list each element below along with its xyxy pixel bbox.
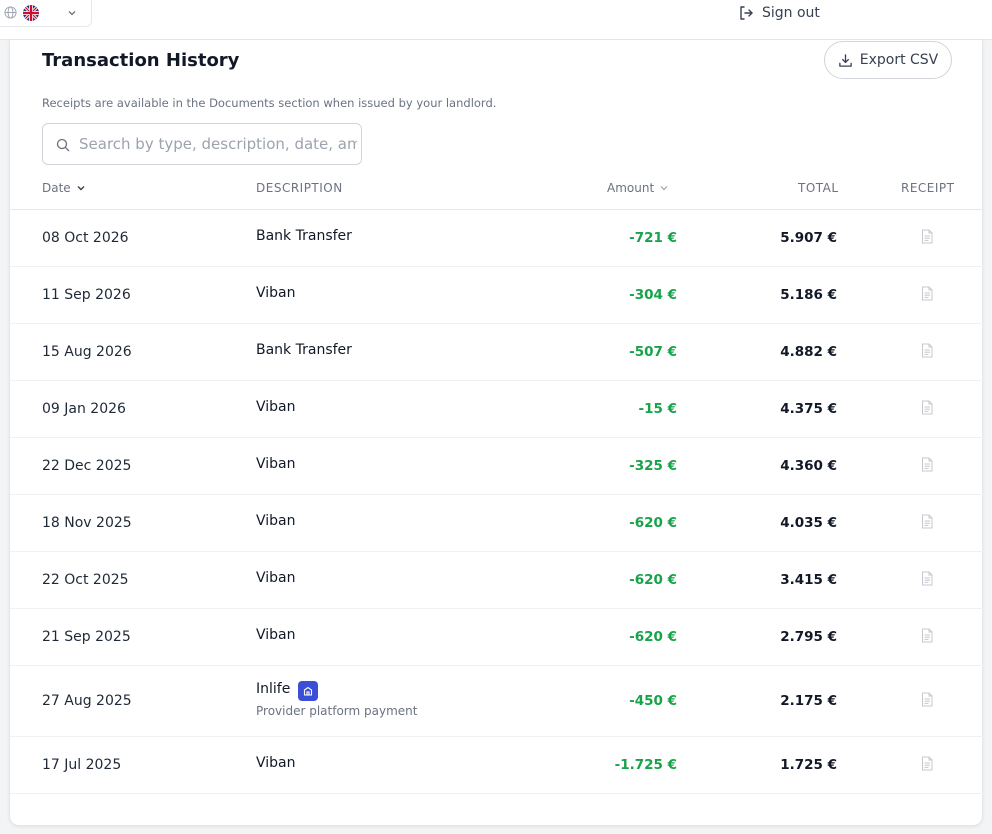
globe-icon <box>4 6 17 19</box>
row-date: 11 Sep 2026 <box>42 287 131 303</box>
row-amount: -620 € <box>629 572 677 588</box>
row-total: 4.882 € <box>780 344 837 360</box>
sort-icon <box>660 186 668 191</box>
export-csv-label: Export CSV <box>859 52 939 68</box>
row-description: Bank Transfer <box>256 228 352 244</box>
row-date: 18 Nov 2025 <box>42 515 132 531</box>
row-description: Viban <box>256 456 296 472</box>
uk-flag-icon <box>23 5 39 21</box>
page-title: Transaction History <box>42 50 240 71</box>
table-row[interactable]: 22 Oct 2025 Viban -620 € 3.415 € <box>10 552 984 609</box>
download-icon <box>838 53 852 67</box>
row-amount: -1.725 € <box>614 757 677 773</box>
row-amount: -304 € <box>629 287 677 303</box>
row-total: 4.375 € <box>780 401 837 417</box>
row-date: 22 Dec 2025 <box>42 458 132 474</box>
receipt-icon[interactable] <box>920 628 934 643</box>
transactions-card: Transaction History Export CSV Receipts … <box>9 40 984 826</box>
receipt-icon[interactable] <box>920 229 934 244</box>
sign-out-label: Sign out <box>762 5 820 21</box>
table-header: Date DESCRIPTION Amount TOTAL RECEIPT <box>10 178 984 210</box>
receipt-icon[interactable] <box>920 692 934 707</box>
row-total: 2.795 € <box>780 629 837 645</box>
sort-down-icon <box>77 186 85 191</box>
receipt-icon[interactable] <box>920 457 934 472</box>
row-date: 27 Aug 2025 <box>42 693 132 709</box>
row-total: 4.035 € <box>780 515 837 531</box>
row-description: Viban <box>256 755 296 771</box>
receipt-icon[interactable] <box>920 343 934 358</box>
receipt-icon[interactable] <box>920 400 934 415</box>
export-csv-button[interactable]: Export CSV <box>824 41 952 79</box>
row-description: Inlife <box>256 681 291 697</box>
row-description: Viban <box>256 513 296 529</box>
row-amount: -620 € <box>629 629 677 645</box>
sign-out-button[interactable]: Sign out <box>738 3 820 23</box>
search-input[interactable] <box>79 124 357 164</box>
row-description: Viban <box>256 570 296 586</box>
receipt-icon[interactable] <box>920 756 934 771</box>
table-row[interactable]: 09 Jan 2026 Viban -15 € 4.375 € <box>10 381 984 438</box>
table-row[interactable]: 21 Sep 2025 Viban -620 € 2.795 € <box>10 609 984 666</box>
column-total: TOTAL <box>798 181 839 195</box>
row-amount: -507 € <box>629 344 677 360</box>
table-row[interactable]: 08 Oct 2026 Bank Transfer -721 € 5.907 € <box>10 210 984 267</box>
receipts-note: Receipts are available in the Documents … <box>42 96 497 110</box>
row-description: Bank Transfer <box>256 342 352 358</box>
row-amount: -450 € <box>629 693 677 709</box>
language-selector[interactable] <box>0 0 92 27</box>
sign-out-icon <box>740 6 753 20</box>
column-amount[interactable]: Amount <box>607 181 669 195</box>
chevron-down-icon <box>68 11 76 16</box>
building-icon <box>303 686 313 696</box>
column-total-label: TOTAL <box>798 181 839 195</box>
row-description: Viban <box>256 399 296 415</box>
table-row[interactable]: 22 Dec 2025 Viban -325 € 4.360 € <box>10 438 984 495</box>
row-date: 21 Sep 2025 <box>42 629 131 645</box>
row-total: 5.186 € <box>780 287 837 303</box>
row-total: 2.175 € <box>780 693 837 709</box>
table-row[interactable]: 11 Sep 2026 Viban -304 € 5.186 € <box>10 267 984 324</box>
receipt-icon[interactable] <box>920 571 934 586</box>
row-total: 5.907 € <box>780 230 837 246</box>
row-amount: -620 € <box>629 515 677 531</box>
row-date: 15 Aug 2026 <box>42 344 132 360</box>
row-description: Viban <box>256 285 296 301</box>
column-receipt-label: RECEIPT <box>901 181 955 195</box>
row-amount: -15 € <box>638 401 677 417</box>
receipt-icon[interactable] <box>920 286 934 301</box>
table-row[interactable]: 17 Jul 2025 Viban -1.725 € 1.725 € <box>10 737 984 794</box>
provider-badge <box>298 681 318 701</box>
row-date: 08 Oct 2026 <box>42 230 129 246</box>
row-subtitle: Provider platform payment <box>256 704 418 718</box>
top-bar: Sign out <box>0 0 992 40</box>
row-description: Viban <box>256 627 296 643</box>
column-receipt: RECEIPT <box>901 181 955 195</box>
column-description-label: DESCRIPTION <box>256 181 343 195</box>
row-date: 17 Jul 2025 <box>42 757 122 773</box>
column-date-label: Date <box>42 181 71 195</box>
search-icon <box>56 138 70 152</box>
column-date[interactable]: Date <box>42 181 86 195</box>
row-amount: -721 € <box>629 230 677 246</box>
table-row[interactable]: 18 Nov 2025 Viban -620 € 4.035 € <box>10 495 984 552</box>
search-box <box>42 123 362 165</box>
row-total: 3.415 € <box>780 572 837 588</box>
row-total: 4.360 € <box>780 458 837 474</box>
row-total: 1.725 € <box>780 757 837 773</box>
row-amount: -325 € <box>629 458 677 474</box>
row-date: 22 Oct 2025 <box>42 572 129 588</box>
row-date: 09 Jan 2026 <box>42 401 126 417</box>
column-description: DESCRIPTION <box>256 181 343 195</box>
column-amount-label: Amount <box>607 181 655 195</box>
table-row[interactable]: 15 Aug 2026 Bank Transfer -507 € 4.882 € <box>10 324 984 381</box>
table-row[interactable]: 27 Aug 2025 Inlife Provider platform payme… <box>10 666 984 737</box>
receipt-icon[interactable] <box>920 514 934 529</box>
